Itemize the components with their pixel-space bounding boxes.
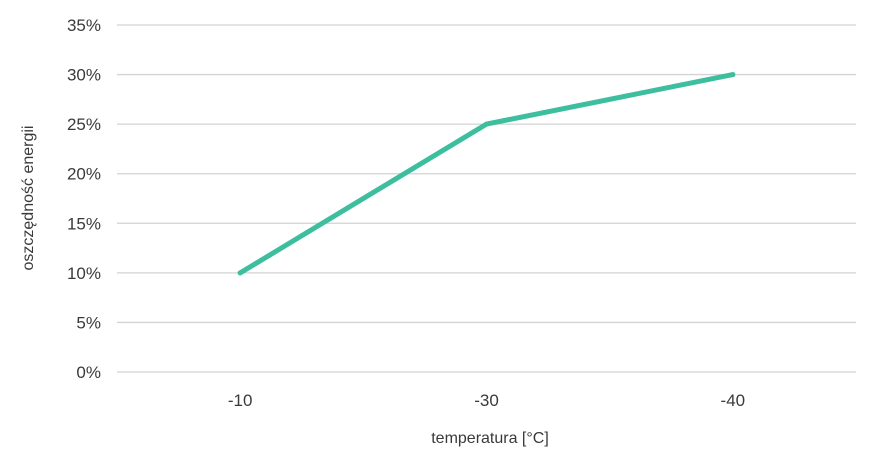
y-tick-label: 30% bbox=[67, 66, 101, 85]
gridlines bbox=[117, 24, 856, 373]
y-axis-title: oszczędność energii bbox=[20, 126, 37, 271]
y-tick-label: 20% bbox=[67, 165, 101, 184]
x-tick-label: -30 bbox=[474, 391, 499, 410]
y-tick-label: 35% bbox=[67, 16, 101, 35]
x-axis-ticks: -10 -30 -40 bbox=[228, 391, 745, 410]
x-tick-label: -10 bbox=[228, 391, 253, 410]
data-point bbox=[730, 72, 736, 78]
y-tick-label: 15% bbox=[67, 214, 101, 233]
y-tick-label: 10% bbox=[67, 264, 101, 283]
series-layer bbox=[237, 72, 736, 276]
data-point bbox=[484, 121, 489, 127]
y-tick-label: 0% bbox=[76, 363, 101, 382]
x-axis-title: temperatura [°C] bbox=[431, 430, 549, 447]
y-tick-label: 5% bbox=[76, 313, 101, 332]
y-tick-label: 25% bbox=[67, 115, 101, 134]
y-axis-ticks: 0% 5% 10% 15% 20% 25% 30% 35% bbox=[67, 16, 101, 382]
x-tick-label: -40 bbox=[721, 391, 746, 410]
data-point bbox=[237, 270, 243, 276]
